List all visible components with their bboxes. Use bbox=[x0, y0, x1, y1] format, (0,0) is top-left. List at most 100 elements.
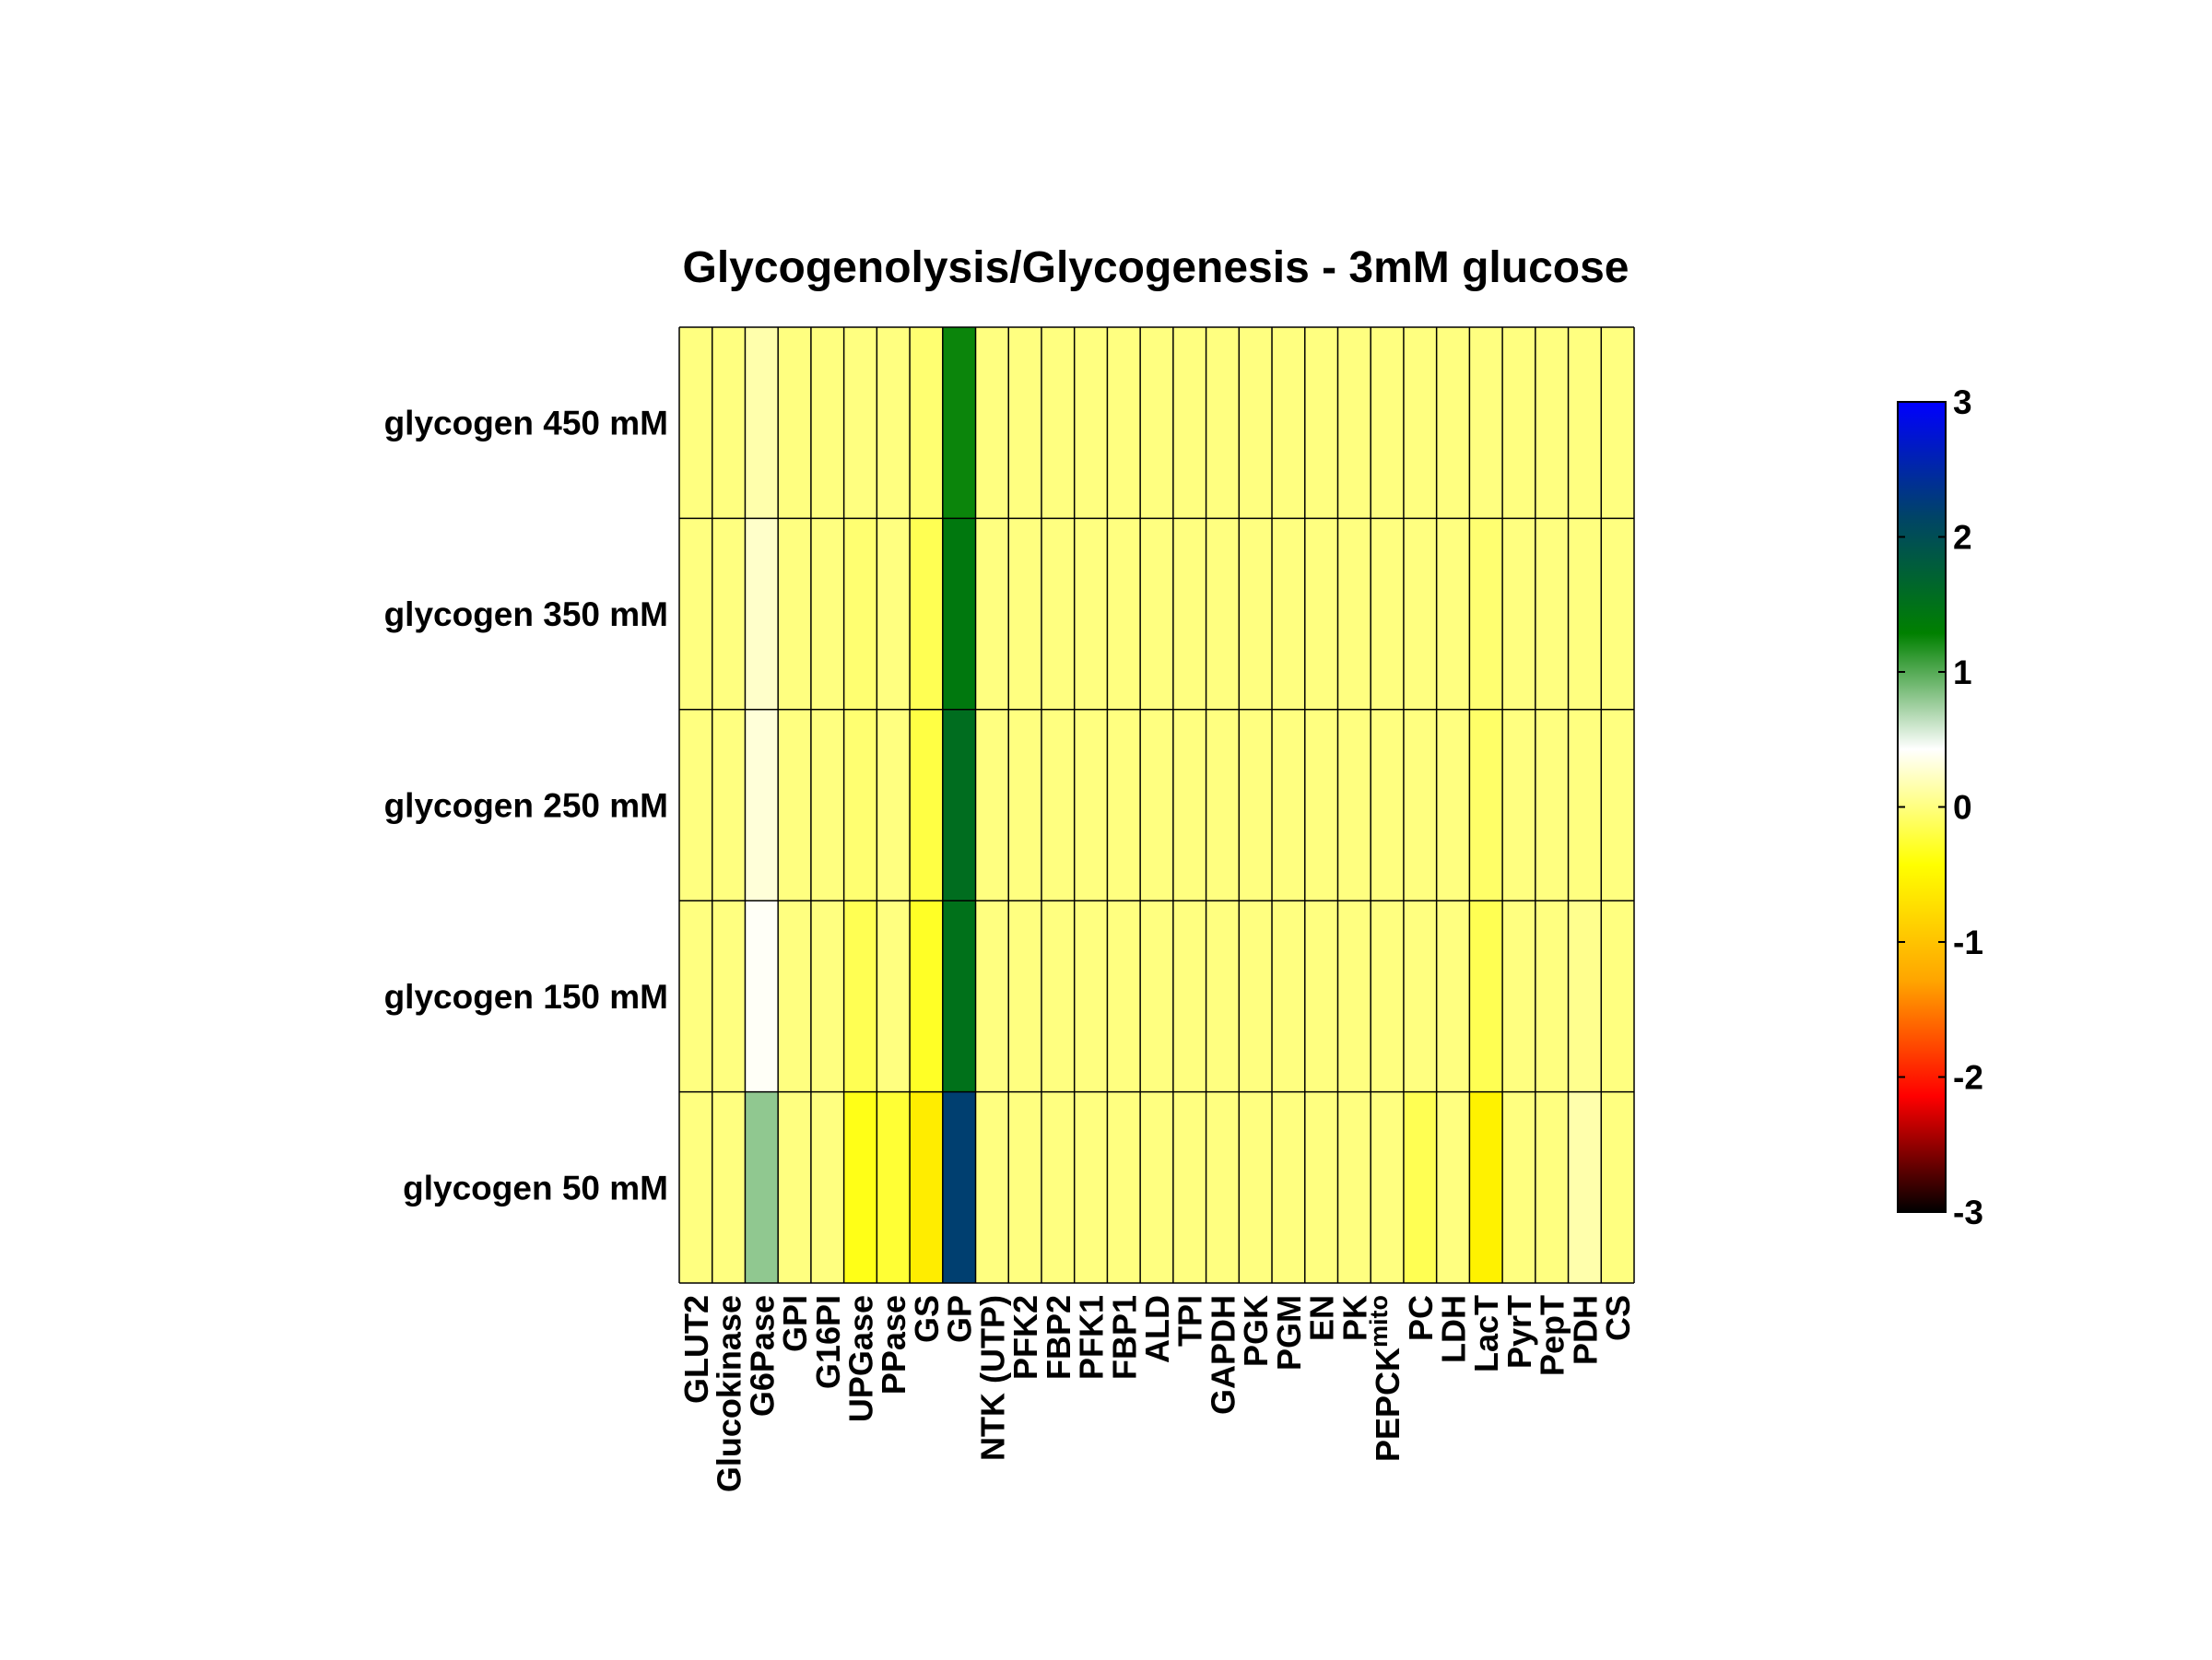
column-label: FBP2 bbox=[1040, 1295, 1077, 1380]
heatmap-cell bbox=[877, 327, 911, 519]
heatmap-cell bbox=[1568, 327, 1602, 519]
heatmap-cell bbox=[1008, 1091, 1041, 1283]
column-label: PGM bbox=[1270, 1295, 1308, 1371]
heatmap-cell bbox=[745, 709, 779, 901]
heatmap-cell bbox=[1568, 709, 1602, 901]
colorbar-tick-label: 1 bbox=[1953, 653, 1972, 691]
column-label: PyrT bbox=[1500, 1295, 1538, 1369]
heatmap-cell bbox=[1403, 518, 1437, 710]
heatmap-cell bbox=[712, 1091, 746, 1283]
heatmap-cell bbox=[1206, 518, 1240, 710]
heatmap-cell bbox=[745, 1091, 779, 1283]
heatmap-cell bbox=[1272, 327, 1305, 519]
heatmap-cell bbox=[1568, 1091, 1602, 1283]
heatmap-cell bbox=[1436, 327, 1470, 519]
heatmap-cell bbox=[679, 518, 712, 710]
column-labels: GLUT2GlucokinaseG6PaseGPIG16PIUPGasePPas… bbox=[677, 1295, 1637, 1492]
colorbar-tick-label: 0 bbox=[1953, 789, 1972, 827]
heatmap-cell bbox=[1272, 518, 1305, 710]
heatmap-cell bbox=[1601, 327, 1634, 519]
heatmap-cell bbox=[778, 709, 811, 901]
heatmap-gridlines bbox=[678, 326, 1635, 1284]
heatmap-cell bbox=[1601, 709, 1634, 901]
column-label: GLUT2 bbox=[677, 1295, 715, 1404]
column-label: GPI bbox=[776, 1295, 814, 1352]
heatmap-cell bbox=[1272, 1091, 1305, 1283]
heatmap-cell bbox=[1436, 709, 1470, 901]
heatmap-cell bbox=[1304, 518, 1338, 710]
heatmap-cell bbox=[1469, 327, 1503, 519]
heatmap-cell bbox=[712, 901, 746, 1092]
column-label: PC bbox=[1402, 1295, 1440, 1341]
heatmap-cell bbox=[942, 1091, 976, 1283]
heatmap-cell bbox=[942, 901, 976, 1092]
heatmap-cell bbox=[1074, 901, 1108, 1092]
heatmap-cell bbox=[1502, 1091, 1535, 1283]
heatmap-cell bbox=[1535, 901, 1569, 1092]
heatmap-cell bbox=[1206, 901, 1240, 1092]
heatmap-cell bbox=[910, 327, 943, 519]
heatmap-cell bbox=[1172, 709, 1206, 901]
heatmap-cell bbox=[1172, 518, 1206, 710]
heatmap-cell bbox=[1172, 1091, 1206, 1283]
heatmap-cell bbox=[1041, 327, 1075, 519]
heatmap-cell bbox=[975, 709, 1009, 901]
column-label: G6Pase bbox=[743, 1295, 781, 1417]
column-label: PepT bbox=[1534, 1295, 1571, 1376]
heatmap-cell bbox=[1304, 1091, 1338, 1283]
colorbar-tick-label: 3 bbox=[1953, 383, 1972, 421]
column-label: FBP1 bbox=[1105, 1295, 1143, 1380]
heatmap-cell bbox=[877, 709, 911, 901]
column-label: PFK1 bbox=[1073, 1295, 1111, 1380]
row-label: glycogen 250 mM bbox=[384, 787, 668, 825]
column-label: PFK2 bbox=[1006, 1295, 1044, 1380]
heatmap-cell bbox=[712, 709, 746, 901]
heatmap-cell bbox=[778, 901, 811, 1092]
row-label: glycogen 450 mM bbox=[384, 405, 668, 442]
colorbar: 3 2 1 0 -1 -2 -3 bbox=[1897, 383, 1983, 1231]
colorbar-tick-label: -3 bbox=[1953, 1194, 1983, 1231]
colorbar-gradient bbox=[1897, 401, 1947, 1213]
heatmap-cells bbox=[679, 327, 1634, 1283]
heatmap-cell bbox=[1239, 1091, 1273, 1283]
heatmap-cell bbox=[1469, 709, 1503, 901]
heatmap-cell bbox=[778, 518, 811, 710]
heatmap-cell bbox=[712, 327, 746, 519]
column-label: GS bbox=[908, 1295, 946, 1343]
heatmap-cell bbox=[910, 901, 943, 1092]
heatmap-cell bbox=[975, 327, 1009, 519]
heatmap-cell bbox=[942, 518, 976, 710]
heatmap-cell bbox=[1403, 901, 1437, 1092]
heatmap-cell bbox=[942, 709, 976, 901]
heatmap-cell bbox=[1107, 709, 1141, 901]
column-label: UPGase bbox=[841, 1295, 879, 1422]
heatmap-cell bbox=[810, 327, 844, 519]
heatmap-cell bbox=[1337, 901, 1371, 1092]
column-label: GAPDH bbox=[1204, 1295, 1241, 1415]
heatmap-cell bbox=[1469, 518, 1503, 710]
heatmap-cell bbox=[810, 518, 844, 710]
heatmap-cell bbox=[877, 901, 911, 1092]
heatmap-cell bbox=[778, 1091, 811, 1283]
heatmap-cell bbox=[679, 901, 712, 1092]
heatmap-cell bbox=[1074, 518, 1108, 710]
heatmap-cell bbox=[1502, 518, 1535, 710]
column-label: PEPCKmito bbox=[1365, 1295, 1406, 1462]
heatmap-cell bbox=[1041, 901, 1075, 1092]
heatmap-cell bbox=[1140, 518, 1173, 710]
heatmap-cell bbox=[1436, 1091, 1470, 1283]
chart-title: Glycogenolysis/Glycogenesis - 3mM glucos… bbox=[682, 243, 1629, 292]
heatmap-cell bbox=[1304, 327, 1338, 519]
row-label: glycogen 150 mM bbox=[384, 978, 668, 1016]
heatmap-cell bbox=[1337, 327, 1371, 519]
heatmap-cell bbox=[1535, 709, 1569, 901]
heatmap-cell bbox=[1041, 518, 1075, 710]
colorbar-tick-label: -2 bbox=[1953, 1059, 1983, 1097]
heatmap-cell bbox=[975, 1091, 1009, 1283]
heatmap-cell bbox=[1502, 327, 1535, 519]
heatmap-cell bbox=[679, 709, 712, 901]
column-label: Glucokinase bbox=[711, 1295, 748, 1492]
heatmap-cell bbox=[1371, 709, 1404, 901]
row-label: glycogen 350 mM bbox=[384, 595, 668, 633]
